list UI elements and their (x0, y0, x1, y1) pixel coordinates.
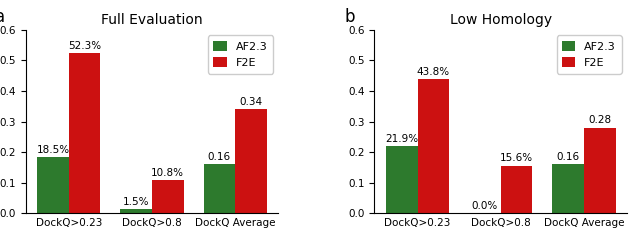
Bar (417, 79, 449, 213)
Text: 43.8%: 43.8% (417, 67, 450, 77)
Text: 0.28: 0.28 (588, 116, 611, 125)
Bar (120, 209, 152, 213)
Text: b: b (344, 8, 355, 26)
Bar (584, 128, 616, 213)
Text: 0.16: 0.16 (557, 152, 580, 162)
Bar (204, 164, 236, 213)
Bar (68, 53, 100, 213)
Bar (236, 109, 267, 213)
Title: Full Evaluation: Full Evaluation (101, 13, 203, 27)
Legend: AF2.3, F2E: AF2.3, F2E (208, 35, 273, 74)
Bar (552, 164, 584, 213)
Bar (386, 146, 417, 213)
Title: Low Homology: Low Homology (450, 13, 552, 27)
Text: 21.9%: 21.9% (385, 134, 419, 144)
Text: 15.6%: 15.6% (500, 154, 533, 163)
Bar (37, 157, 68, 213)
Text: 0.16: 0.16 (208, 152, 231, 162)
Text: 1.5%: 1.5% (123, 197, 149, 207)
Text: 10.8%: 10.8% (151, 168, 184, 178)
Bar (152, 180, 184, 213)
Text: 18.5%: 18.5% (36, 145, 70, 155)
Text: 0.0%: 0.0% (472, 201, 498, 211)
Text: a: a (0, 8, 5, 26)
Bar (501, 166, 532, 213)
Text: 0.34: 0.34 (239, 97, 262, 107)
Text: 52.3%: 52.3% (68, 41, 101, 51)
Legend: AF2.3, F2E: AF2.3, F2E (557, 35, 621, 74)
